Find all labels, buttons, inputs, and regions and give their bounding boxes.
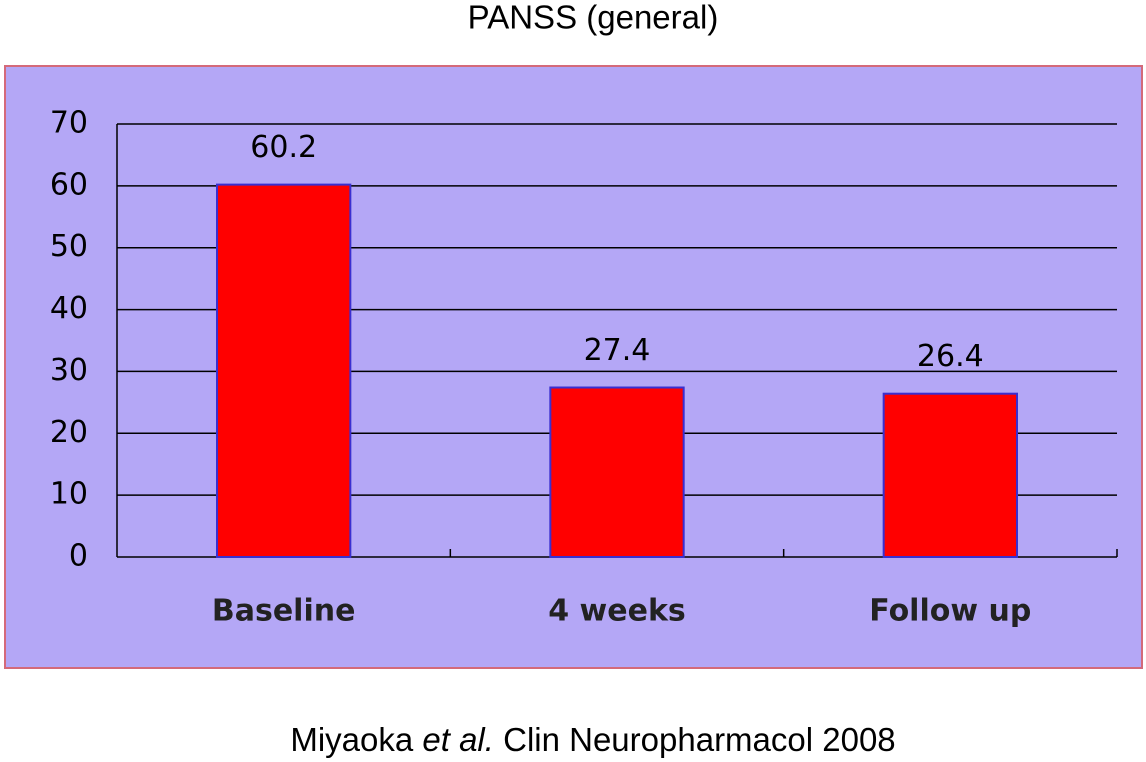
bar bbox=[216, 183, 352, 558]
y-tick-label: 20 bbox=[50, 415, 88, 450]
y-tick-label: 0 bbox=[69, 539, 88, 574]
chart-title: PANSS (general) bbox=[468, 0, 719, 36]
caption-author: Miyaoka bbox=[290, 721, 414, 758]
y-tick-label: 60 bbox=[50, 167, 88, 202]
y-tick-label: 50 bbox=[50, 229, 88, 264]
bar bbox=[882, 392, 1019, 558]
x-tick-label: Follow up bbox=[869, 594, 1031, 629]
value-label: 26.4 bbox=[917, 339, 984, 374]
caption-rest: Clin Neuropharmacol 2008 bbox=[503, 721, 896, 758]
x-tick-label: Baseline bbox=[212, 594, 356, 629]
x-tick-label: 4 weeks bbox=[548, 594, 686, 629]
y-tick-label: 70 bbox=[50, 106, 88, 141]
bar bbox=[549, 386, 685, 558]
y-tick-label: 10 bbox=[50, 477, 88, 512]
caption-etal: et al. bbox=[422, 721, 494, 758]
plot-panel bbox=[4, 65, 1143, 669]
y-tick-label: 30 bbox=[50, 353, 88, 388]
caption: Miyaoka et al. Clin Neuropharmacol 2008 bbox=[290, 721, 895, 758]
y-tick-label: 40 bbox=[50, 291, 88, 326]
value-label: 27.4 bbox=[584, 333, 651, 368]
value-label: 60.2 bbox=[250, 130, 317, 165]
